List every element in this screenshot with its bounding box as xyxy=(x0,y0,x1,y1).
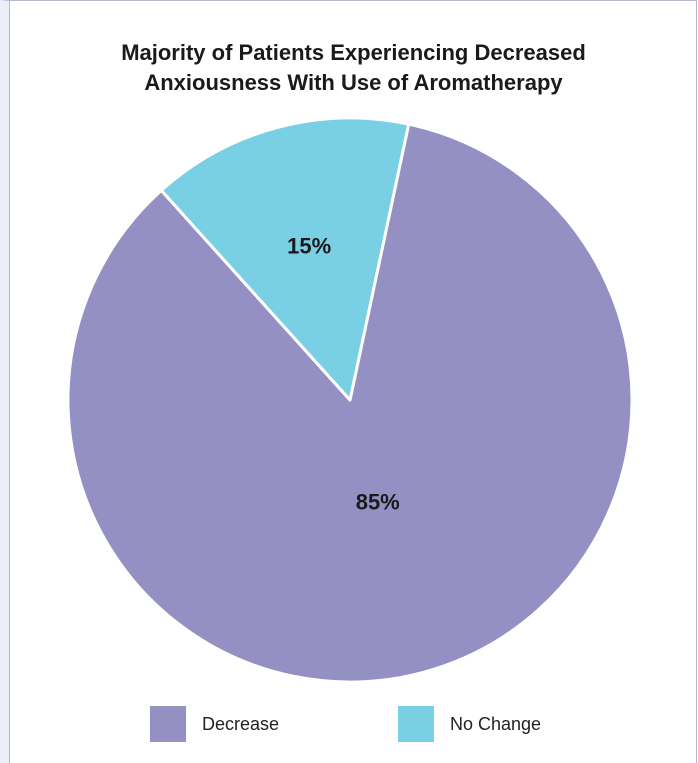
chart-title: Majority of Patients Experiencing Decrea… xyxy=(10,38,697,98)
chart-title-line-1: Majority of Patients Experiencing Decrea… xyxy=(121,40,586,65)
chart-title-line-2: Anxiousness With Use of Aromatherapy xyxy=(144,70,563,95)
legend-item-no-change: No Change xyxy=(398,705,541,743)
legend-label-decrease: Decrease xyxy=(202,713,280,734)
legend-label-no-change: No Change xyxy=(450,713,542,734)
pie-slice-labels: 85% 15% xyxy=(287,233,400,514)
left-rule xyxy=(9,0,10,763)
pie-slices xyxy=(66,116,634,684)
pie-label-decrease: 85% xyxy=(356,489,400,514)
legend: Decrease No Change xyxy=(0,705,698,743)
pie-label-no-change: 15% xyxy=(287,233,331,258)
legend-swatch-decrease xyxy=(150,706,186,742)
legend-swatch-no-change xyxy=(398,706,434,742)
pie-slice-no-change xyxy=(159,116,411,402)
pie-slice-decrease xyxy=(66,122,634,684)
legend-item-decrease: Decrease xyxy=(150,705,279,743)
